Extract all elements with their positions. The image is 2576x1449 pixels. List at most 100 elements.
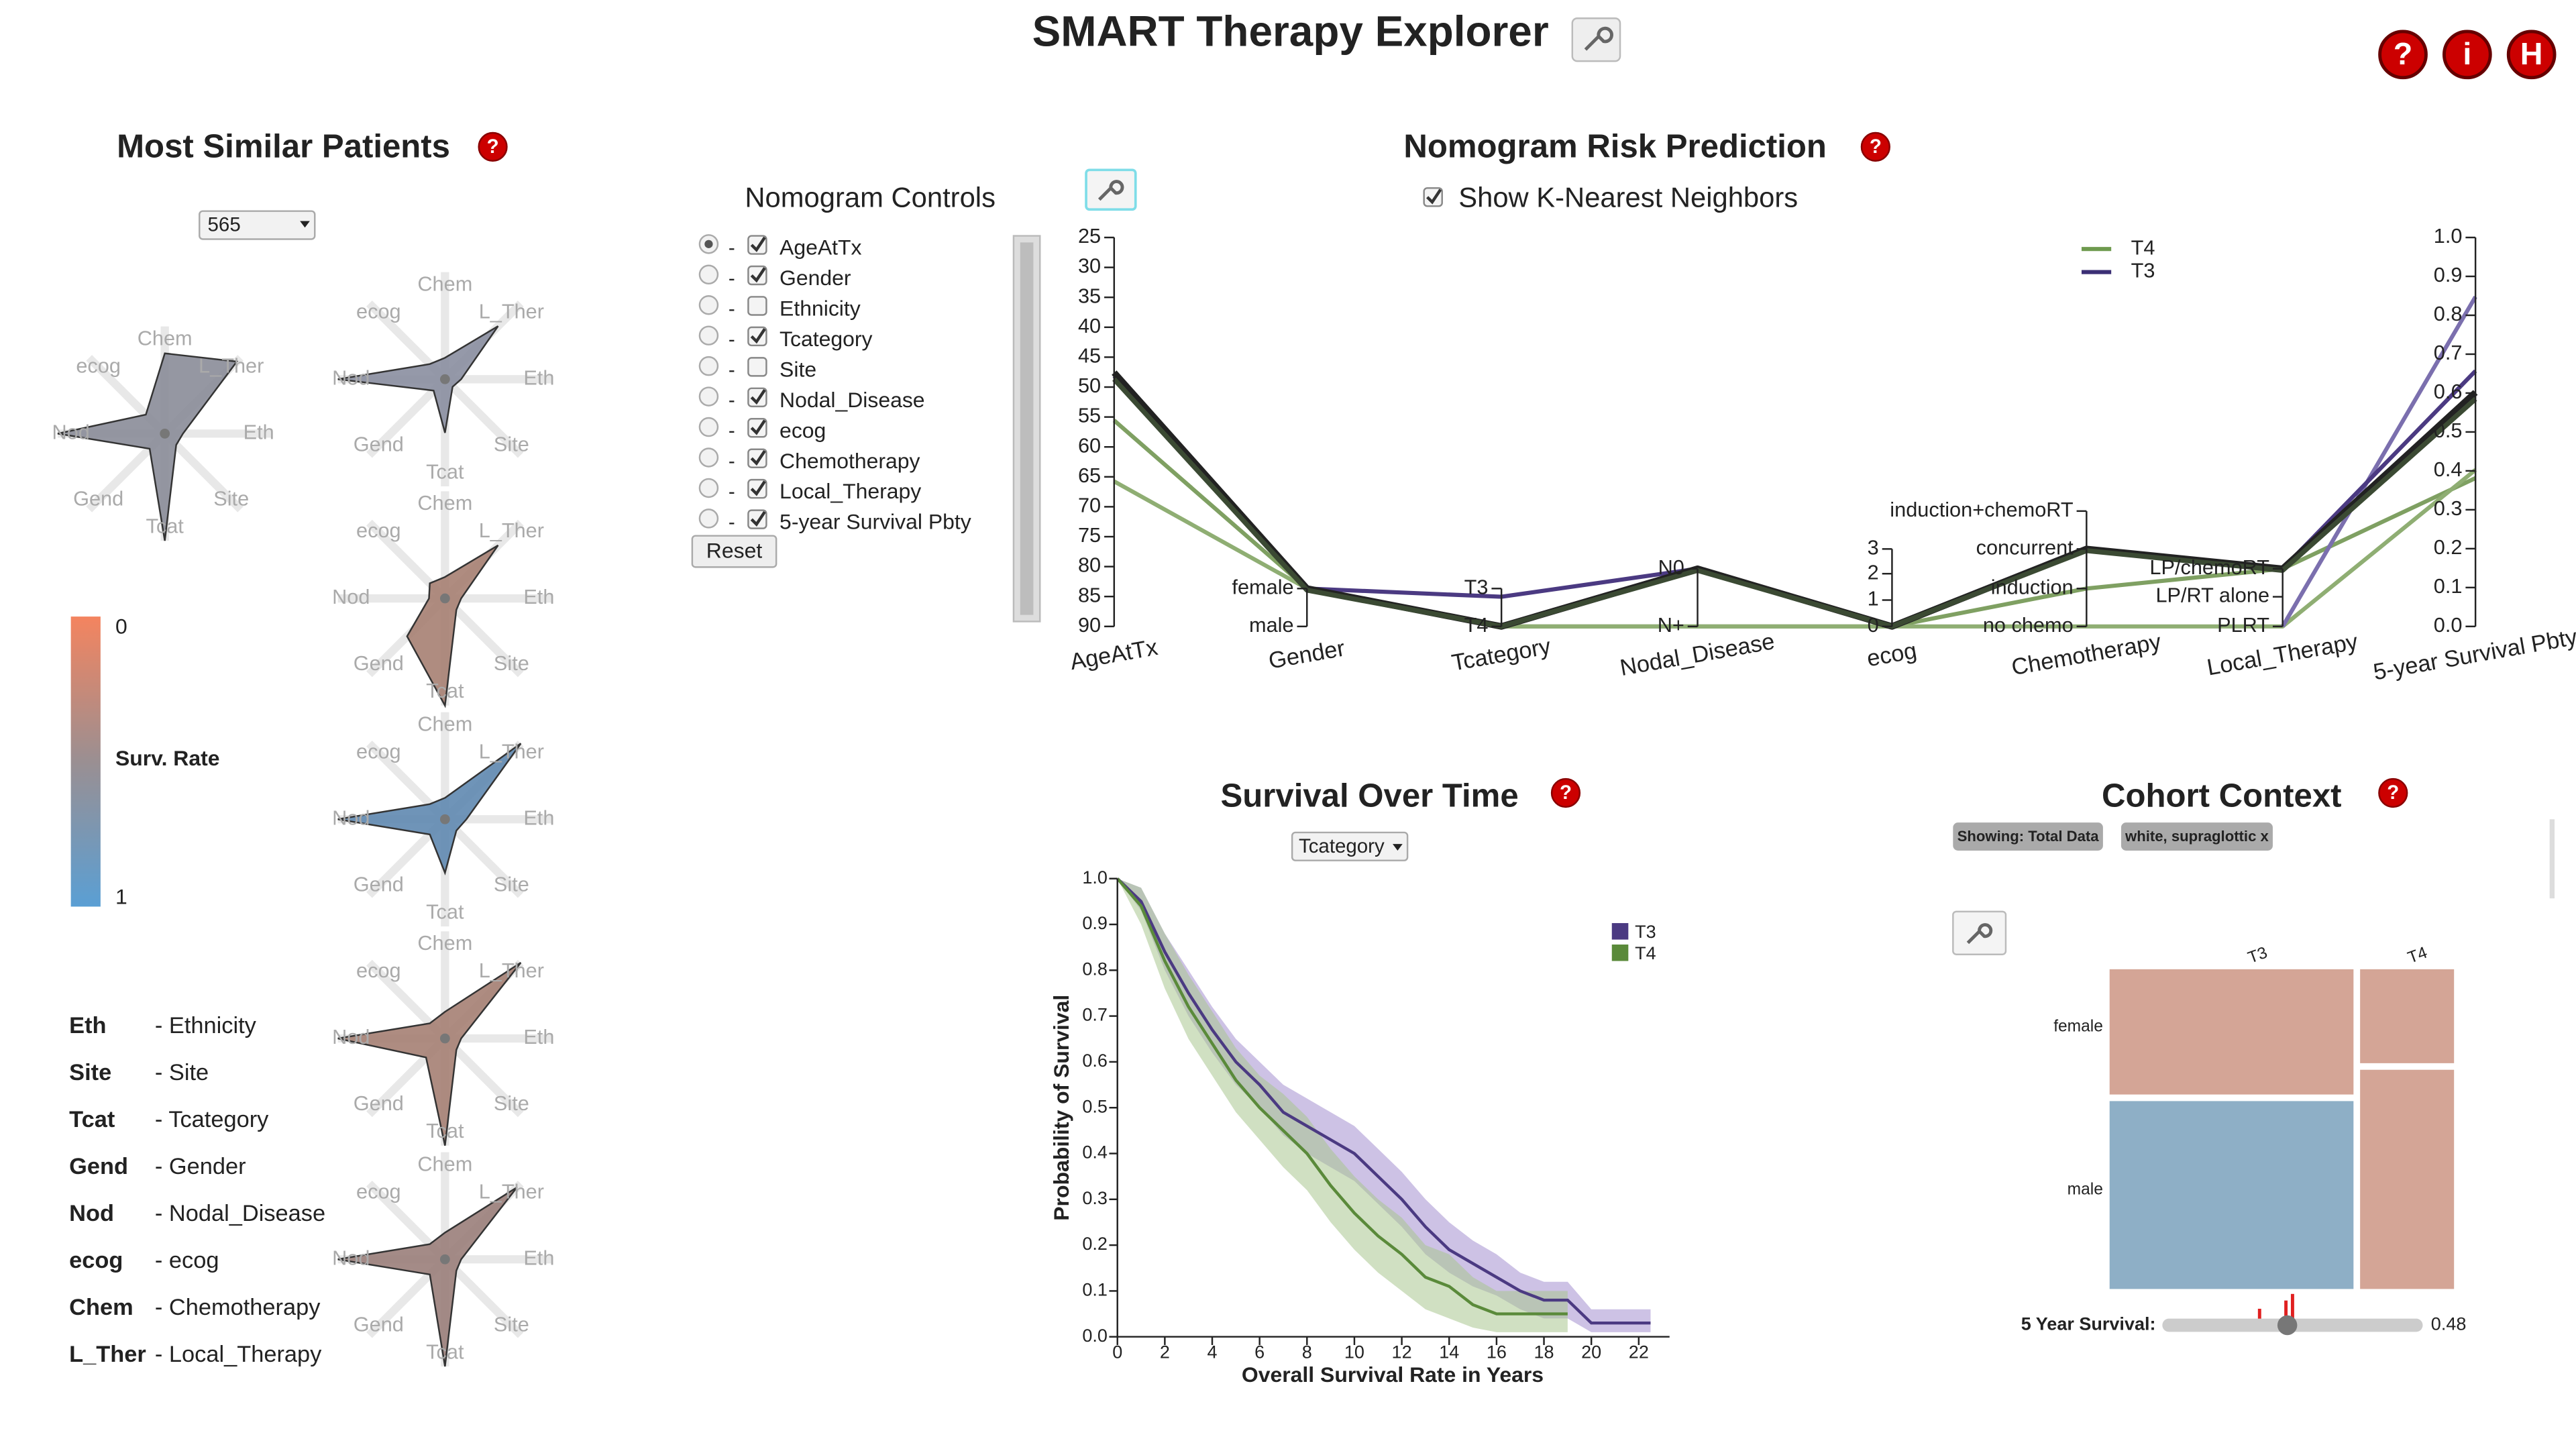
- x-tick-label: 8: [1302, 1342, 1312, 1362]
- tick-label: 3: [1868, 535, 1879, 559]
- checkbox-check: [750, 267, 766, 283]
- slider-knob[interactable]: [2277, 1315, 2298, 1336]
- header-icon[interactable]: ?: [2378, 30, 2428, 80]
- radar-center: [439, 593, 450, 604]
- radar-axis-label: Site: [494, 1312, 529, 1336]
- radio[interactable]: [698, 447, 719, 468]
- row-label: male: [2068, 1181, 2103, 1199]
- knn-checkbox[interactable]: [1423, 187, 1443, 207]
- control-label: 5-year Survival Pbty: [780, 510, 971, 534]
- cohort-settings[interactable]: [1952, 910, 2007, 955]
- checkbox[interactable]: [747, 357, 767, 377]
- tick-label: 25: [1078, 224, 1101, 248]
- y-tick-label: 0.7: [1082, 1005, 1108, 1025]
- checkbox[interactable]: [747, 296, 767, 316]
- tick-label: 60: [1078, 433, 1101, 457]
- checkbox[interactable]: [747, 448, 767, 468]
- radar-axis-label: Site: [494, 651, 529, 675]
- chip[interactable]: white, supraglottic x: [2121, 822, 2273, 851]
- header-icon[interactable]: H: [2506, 30, 2557, 80]
- radio[interactable]: [698, 234, 719, 254]
- icon-glyph: i: [2463, 36, 2471, 71]
- y-tick-label: 0.5: [1082, 1096, 1108, 1116]
- radar-axis-label: L_Ther: [479, 739, 544, 763]
- help-icon[interactable]: ?: [1860, 131, 1890, 162]
- help-icon[interactable]: ?: [1550, 777, 1581, 808]
- patient-select[interactable]: 565: [199, 210, 316, 240]
- controls-title: Nomogram Controls: [745, 182, 996, 213]
- radar-axis-label: Tcat: [426, 679, 464, 702]
- help-icon[interactable]: ?: [478, 131, 508, 162]
- checkbox[interactable]: [747, 478, 767, 499]
- radio-circle: [698, 417, 719, 437]
- radio[interactable]: [698, 325, 719, 345]
- tick-label: female: [1232, 575, 1293, 598]
- reset-label: Reset: [706, 539, 763, 563]
- legend-swatch: [1611, 923, 1629, 940]
- x-tick-label: 0: [1112, 1342, 1122, 1362]
- radio[interactable]: [698, 264, 719, 285]
- abbr: ecog: [69, 1248, 123, 1273]
- y-tick-label: 0.8: [1082, 959, 1108, 979]
- radio[interactable]: [698, 386, 719, 407]
- tick-label: 0: [1868, 613, 1879, 637]
- header-icon[interactable]: i: [2442, 30, 2492, 80]
- survival-select[interactable]: Tcategory: [1291, 831, 1409, 861]
- x-tick-label: 12: [1392, 1342, 1412, 1362]
- chip[interactable]: Showing: Total Data: [1953, 822, 2103, 851]
- reset-button[interactable]: Reset: [691, 535, 777, 568]
- legend-label: T4: [1635, 943, 1656, 963]
- column-label: T4: [2406, 944, 2430, 967]
- legend-swatch: [1611, 944, 1629, 961]
- radio-dot: [704, 239, 713, 248]
- checkbox[interactable]: [747, 265, 767, 286]
- radar-axis-label: Gend: [354, 1091, 404, 1115]
- radar-shape: [337, 1186, 518, 1367]
- icon-circle: [2506, 30, 2557, 80]
- axis-name: Tcategory: [1450, 633, 1553, 676]
- checkbox[interactable]: [747, 509, 767, 529]
- radar-axis-label: Eth: [523, 1246, 554, 1269]
- tick-label: induction+chemoRT: [1890, 498, 2074, 521]
- checkbox[interactable]: [747, 235, 767, 255]
- radio[interactable]: [698, 417, 719, 437]
- checkbox[interactable]: [747, 418, 767, 438]
- radar-axis-label: Site: [494, 1091, 529, 1115]
- radar-axis: [441, 376, 524, 458]
- checkbox[interactable]: [747, 387, 767, 408]
- radar-center: [439, 814, 450, 824]
- color-scale: [70, 616, 101, 907]
- radar-axis-label: Gend: [354, 872, 404, 896]
- radio[interactable]: [698, 478, 719, 498]
- radio[interactable]: [698, 356, 719, 376]
- radar-axis-label: L_Ther: [199, 354, 264, 377]
- abbr-desc: - Nodal_Disease: [155, 1201, 325, 1226]
- checkbox-box: [747, 296, 767, 316]
- radar-axis-label: Nod: [332, 806, 370, 829]
- checkbox-check: [1426, 189, 1442, 205]
- separator: -: [729, 389, 735, 411]
- scale-min: 0: [115, 614, 127, 639]
- slider-histogram: [2257, 1293, 2294, 1319]
- abbr-desc: - Gender: [155, 1154, 246, 1179]
- checkbox[interactable]: [747, 326, 767, 347]
- checkbox-check: [750, 449, 766, 466]
- radar-axis-label: ecog: [356, 1179, 401, 1203]
- radar-axis-label: Gend: [354, 1312, 404, 1336]
- radio[interactable]: [698, 294, 719, 315]
- tick-label: 0.5: [2434, 419, 2463, 442]
- radar-axis-label: Nod: [332, 1246, 370, 1269]
- icon-circle: [2442, 30, 2492, 80]
- abbr-desc: - ecog: [155, 1248, 219, 1273]
- tick-label: 0.8: [2434, 302, 2463, 325]
- separator: -: [729, 420, 735, 442]
- radio[interactable]: [698, 508, 719, 529]
- settings-button[interactable]: [1571, 17, 1621, 62]
- nomogram-settings[interactable]: [1085, 168, 1137, 211]
- axis-name: AgeAtTx: [1068, 635, 1159, 675]
- scroll-thumb[interactable]: [1020, 242, 1034, 615]
- x-tick-label: 6: [1254, 1342, 1265, 1362]
- knn-label: Show K-Nearest Neighbors: [1458, 182, 1798, 213]
- tick-label: 1.0: [2434, 224, 2463, 248]
- help-icon[interactable]: ?: [2378, 777, 2408, 808]
